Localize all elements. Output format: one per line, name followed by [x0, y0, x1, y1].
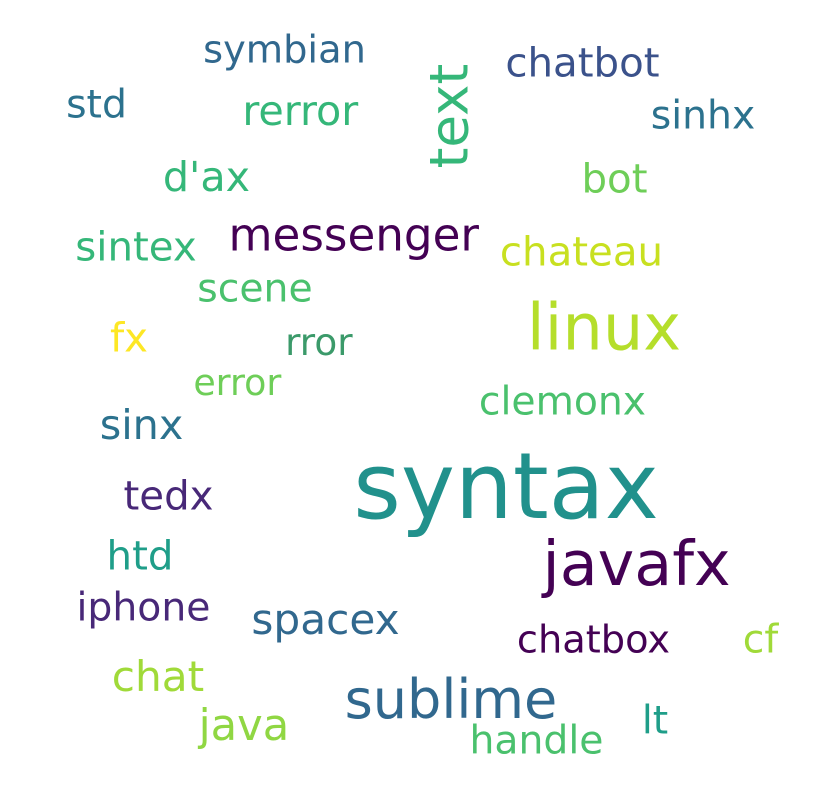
word-error: error — [193, 361, 281, 404]
word-d-ax: d'ax — [163, 153, 250, 201]
word-sinx: sinx — [100, 401, 184, 449]
word-text: text — [418, 64, 480, 169]
word-rror: rror — [285, 320, 353, 364]
word-java: java — [198, 701, 290, 751]
word-chateau: chateau — [500, 228, 663, 275]
word-linux: linux — [527, 292, 681, 366]
word-scene: scene — [197, 267, 312, 312]
word-chat: chat — [112, 652, 204, 701]
word-htd: htd — [107, 532, 174, 579]
word-spacex: spacex — [251, 595, 399, 644]
word-sinhx: sinhx — [651, 94, 755, 139]
word-std: std — [66, 83, 127, 128]
word-sintex: sintex — [75, 223, 196, 270]
word-cf: cf — [743, 618, 780, 663]
word-syntax: syntax — [353, 433, 659, 540]
word-sublime: sublime — [345, 668, 558, 731]
word-chatbox: chatbox — [517, 618, 670, 663]
word-handle: handle — [469, 719, 603, 764]
word-iphone: iphone — [77, 586, 211, 631]
word-messenger: messenger — [229, 209, 480, 262]
word-clemonx: clemonx — [479, 380, 646, 425]
word-bot: bot — [581, 155, 647, 202]
word-chatbot: chatbot — [505, 39, 659, 86]
word-tedx: tedx — [123, 472, 213, 519]
word-rerror: rerror — [242, 87, 358, 135]
word-symbian: symbian — [203, 28, 366, 73]
word-fx: fx — [110, 314, 148, 361]
word-lt: lt — [642, 699, 668, 744]
word-javafx: javafx — [541, 528, 731, 600]
